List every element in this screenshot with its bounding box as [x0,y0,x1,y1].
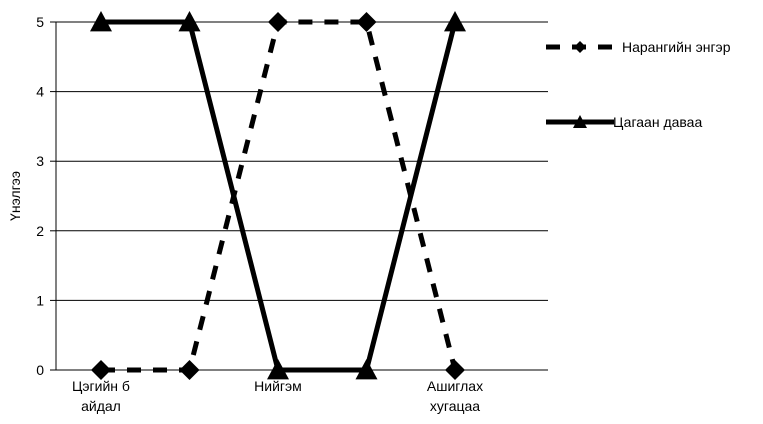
series-1 [91,12,465,380]
data-point-diamond [179,360,200,380]
y-tick-label: 0 [36,362,44,378]
x-tick-label: Цэгийн б [72,378,130,394]
grid-lines [50,21,548,371]
y-tick-label: 5 [36,14,44,30]
x-axis-ticks: Цэгийн б айдал Нийгэм Ашиглах хугацаа [72,378,483,414]
data-point-triangle [355,359,378,380]
y-tick-label: 3 [36,153,44,169]
series-layer [90,11,466,380]
legend-marker-triangle [573,115,587,128]
data-point-triangle [267,359,289,380]
y-axis-ticks: 0 1 2 3 4 5 [36,14,44,378]
data-point-triangle [178,11,201,32]
legend-marker-diamond [574,41,586,53]
x-tick-label: айдал [81,398,121,414]
data-point-diamond [268,12,288,32]
legend: Нарангийн энгэр Цагаан даваа [546,39,731,130]
y-axis-label: Үнэлгээ [7,171,23,221]
legend-label-1: Нарангийн энгэр [622,39,731,55]
y-tick-label: 1 [36,292,44,308]
data-point-diamond [445,360,465,380]
series-2 [90,11,466,380]
series-line [101,19,458,373]
y-tick-label: 4 [36,84,44,100]
x-tick-label: хугацаа [430,398,480,414]
series-line [101,19,458,373]
data-point-diamond [356,12,377,32]
data-point-diamond [91,360,111,380]
y-tick-label: 2 [36,223,44,239]
x-tick-label: Нийгэм [254,378,302,394]
data-point-triangle [444,11,466,32]
x-tick-label: Ашиглах [427,378,483,394]
data-point-triangle [90,11,112,32]
legend-label-2: Цагаан даваа [613,114,702,130]
